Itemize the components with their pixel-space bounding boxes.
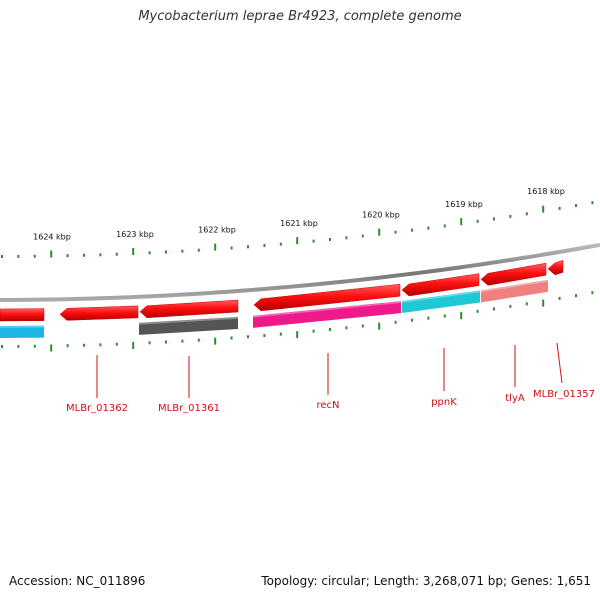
gene-label: MLBr_01361 — [158, 403, 220, 414]
gene-label: MLBr_01362 — [66, 403, 128, 414]
ruler-label: 1619 kbp — [445, 200, 483, 209]
genome-summary-text: Topology: circular; Length: 3,268,071 bp… — [261, 574, 591, 588]
ruler-ticks-top — [2, 201, 592, 258]
ruler-labels: 1624 kbp 1623 kbp 1622 kbp 1621 kbp 1620 kbp… — [33, 187, 565, 241]
genome-map: Mycobacterium leprae Br4923, complete ge… — [0, 0, 600, 600]
gene-arrow — [548, 260, 563, 275]
gene-leader-line — [557, 343, 562, 383]
ruler-label: 1623 kbp — [116, 230, 154, 239]
genome-map-canvas: 1624 kbp 1623 kbp 1622 kbp 1621 kbp 1620 kbp… — [0, 0, 600, 600]
ruler-label: 1624 kbp — [33, 232, 71, 241]
gene-label: ppnK — [431, 397, 457, 408]
gene-arrow — [60, 306, 138, 320]
gene-label: recN — [316, 400, 339, 411]
ruler-label: 1621 kbp — [280, 219, 318, 228]
accession-text: Accession: NC_011896 — [9, 574, 145, 588]
gene-labels: MLBr_01362 MLBr_01361 recN ppnK tlyA MLBr_013… — [66, 343, 595, 414]
gene-arrow — [140, 300, 238, 318]
gene-arrow — [0, 309, 44, 321]
gene-label: MLBr_01357 — [533, 389, 595, 400]
gene-label: tlyA — [505, 393, 525, 404]
ruler-label: 1620 kbp — [362, 210, 400, 219]
ruler-label: 1622 kbp — [198, 226, 236, 235]
gene-track-segment — [139, 317, 238, 335]
ruler-label: 1618 kbp — [527, 187, 565, 196]
